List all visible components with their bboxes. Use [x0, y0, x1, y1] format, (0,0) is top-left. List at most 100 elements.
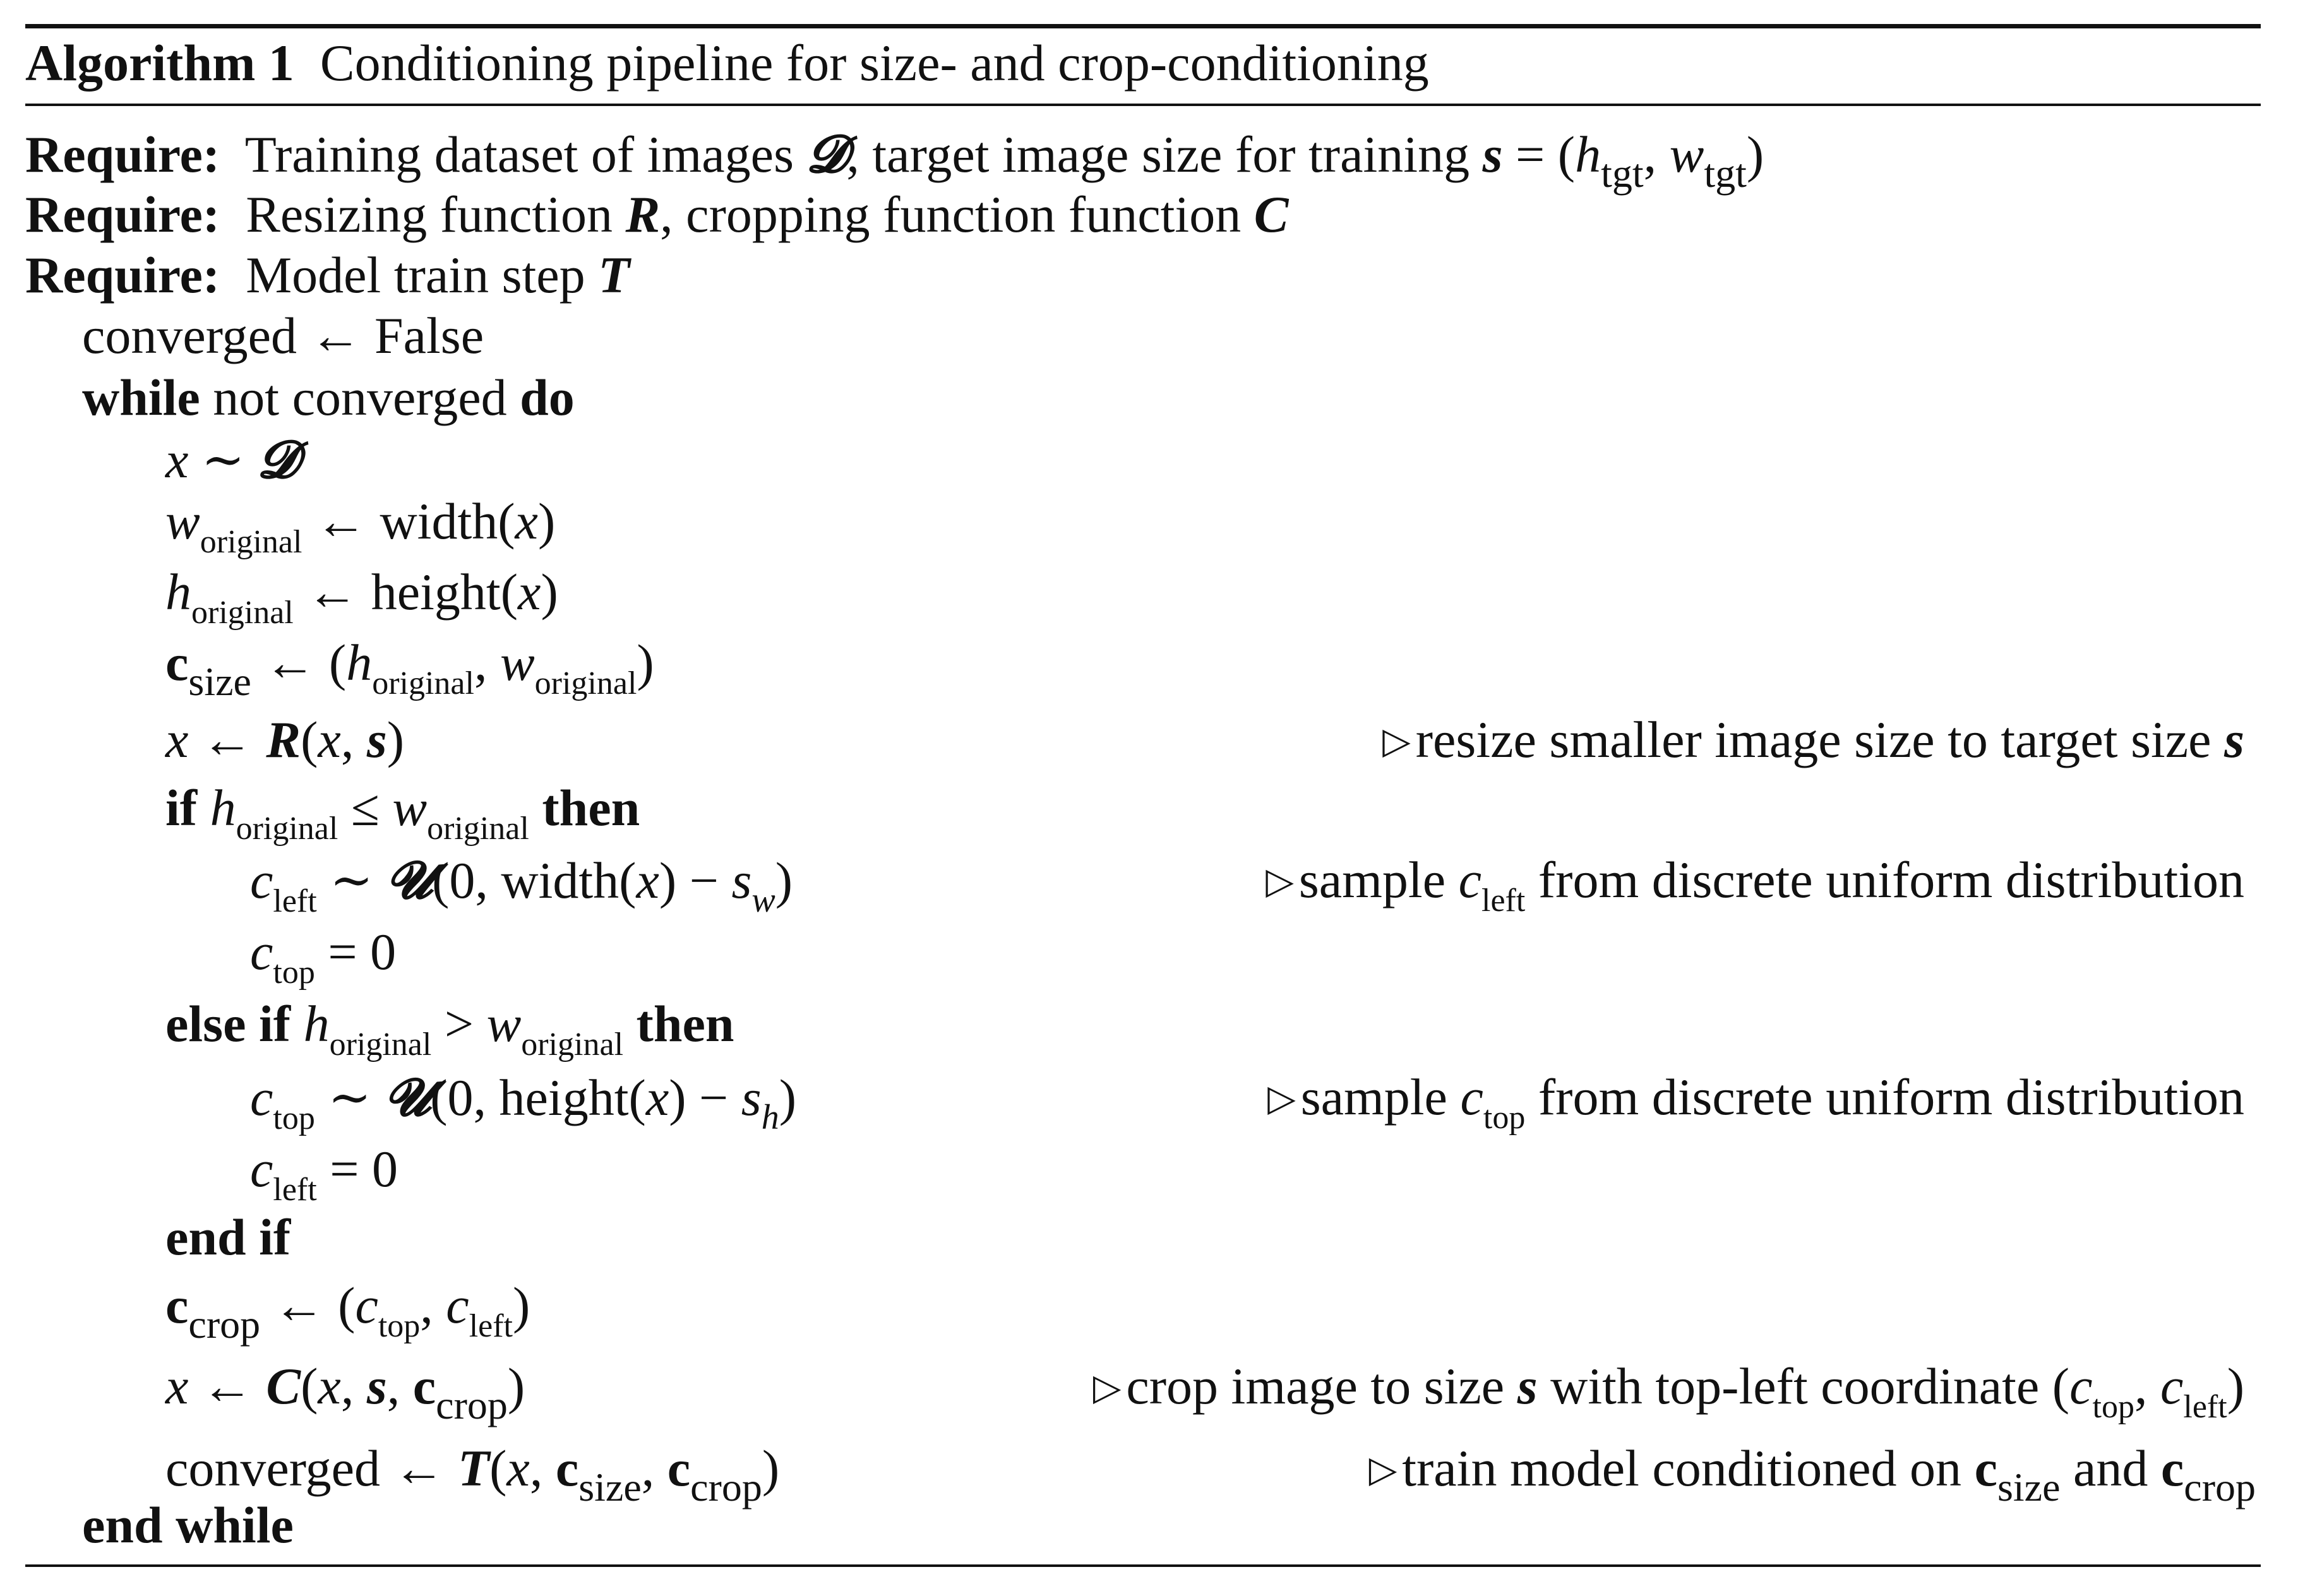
while-keyword: while	[82, 369, 200, 426]
algo-line-end-if: end if	[165, 1207, 290, 1270]
math-subscript: tgt	[1601, 151, 1644, 196]
math-subscript: left	[2183, 1389, 2227, 1425]
comment-triangle-icon: ▷	[1092, 1367, 1122, 1408]
resize-function-symbol: R	[266, 711, 301, 768]
math-var: x	[318, 711, 341, 768]
math-var: c	[555, 1439, 579, 1497]
math-operator: = (	[1502, 126, 1576, 183]
require-keyword: Require:	[25, 246, 220, 304]
train-step-symbol: T	[458, 1439, 490, 1497]
math-operator: ) −	[669, 1069, 741, 1126]
math-var: c	[1974, 1439, 1997, 1497]
if-keyword: if	[165, 779, 198, 837]
algorithm-top-rule	[25, 24, 2261, 28]
math-var: c	[165, 634, 189, 691]
require-line-1: Require: Training dataset of images 𝓓, t…	[25, 124, 1764, 196]
require-text: , target image size for training	[846, 126, 1483, 183]
math-var: c	[412, 1357, 436, 1415]
math-operator: ∼	[316, 852, 386, 909]
require-text: Training dataset of images	[244, 126, 807, 183]
math-var: s	[731, 852, 752, 909]
math-var: x	[165, 431, 189, 489]
statement-text: converged ←	[165, 1439, 458, 1497]
math-subscript: top	[273, 1100, 315, 1136]
math-operator: ∼	[314, 1069, 385, 1126]
algorithm-title: Conditioning pipeline for size- and crop…	[320, 34, 1429, 92]
math-var: h	[165, 563, 191, 621]
math-subscript: h	[761, 1098, 779, 1137]
comment-text: with top-left coordinate (	[1537, 1357, 2070, 1415]
math-subscript: left	[273, 883, 317, 919]
math-var: x	[318, 1357, 341, 1415]
math-var: s	[741, 1069, 762, 1126]
math-subscript: top	[378, 1308, 421, 1344]
math-operator: = 0	[316, 1140, 398, 1198]
math-subscript: original	[534, 665, 637, 701]
math-subscript: size	[188, 659, 251, 704]
math-operator: ∼	[188, 431, 258, 489]
algo-line-if: if horiginal ≤ woriginal then	[165, 778, 640, 847]
comment-triangle-icon: ▷	[1368, 1449, 1397, 1490]
math-operator: )	[513, 1277, 530, 1334]
math-operator: )	[779, 1069, 797, 1126]
math-subscript: original	[372, 665, 474, 701]
algo-line-resize: x ← R(x, s)	[165, 710, 2249, 773]
math-operator: )	[386, 711, 405, 768]
train-step-symbol: T	[598, 246, 630, 304]
math-var: w	[500, 634, 535, 691]
math-operator: )	[637, 634, 654, 691]
uniform-symbol: 𝓤	[384, 1067, 431, 1128]
comment-text: sample	[1300, 1068, 1461, 1126]
math-var: h	[1575, 126, 1601, 183]
size-symbol: s	[366, 711, 387, 768]
comment-triangle-icon: ▷	[1267, 1078, 1296, 1119]
math-operator: )	[762, 1439, 780, 1497]
algo-line-ccrop: ccrop ← (ctop, cleft)	[165, 1275, 530, 1347]
uniform-symbol: 𝓤	[386, 850, 433, 910]
dataset-symbol: 𝓓	[806, 124, 847, 184]
math-var: x	[165, 711, 189, 768]
math-var: x	[515, 492, 538, 550]
statement-text: converged ← False	[82, 307, 484, 364]
math-subscript: size	[1997, 1465, 2061, 1510]
size-symbol: s	[2224, 711, 2244, 768]
algo-line-train: converged ← T(x, csize, ccrop)	[165, 1438, 780, 1510]
algo-line-crop: x ← C(x, s, ccrop)	[165, 1356, 525, 1427]
math-operator: )	[2227, 1357, 2244, 1415]
require-text: , cropping function function	[660, 186, 1254, 243]
math-operator: (	[301, 1357, 318, 1415]
comment-text: from discrete uniform distribution	[1525, 851, 2244, 908]
math-operator: ← (	[251, 634, 347, 691]
algo-line-ctop-sample: ctop ∼ 𝓤(0, height(x) − sh)	[250, 1067, 797, 1137]
require-keyword: Require:	[25, 186, 220, 243]
math-var: h	[303, 995, 330, 1052]
comment-text: train model conditioned on	[1402, 1439, 1975, 1497]
math-subscript: size	[578, 1465, 642, 1510]
math-var: c	[667, 1439, 691, 1497]
math-subscript: original	[521, 1027, 624, 1063]
statement-text: not converged	[200, 369, 520, 426]
math-subscript: crop	[2184, 1465, 2256, 1510]
math-subscript: crop	[690, 1465, 762, 1510]
math-subscript: original	[191, 595, 294, 631]
end-while-keyword: end while	[82, 1496, 294, 1554]
math-operator: )	[541, 563, 558, 621]
dataset-symbol: 𝓓	[258, 429, 298, 490]
math-var: w	[392, 779, 428, 837]
math-var: c	[446, 1277, 469, 1334]
math-var: c	[250, 852, 273, 909]
math-operator: )	[537, 492, 556, 550]
math-var: x	[636, 852, 659, 909]
math-operator: ← height(	[293, 563, 518, 621]
crop-function-symbol: C	[1254, 186, 1289, 243]
math-var: x	[165, 1357, 189, 1415]
math-operator: (	[489, 1439, 507, 1497]
math-var: w	[165, 492, 200, 550]
algo-line-end-while: end while	[82, 1495, 294, 1558]
comment-sample-cleft: ▷sample cleft from discrete uniform dist…	[1266, 850, 2244, 919]
math-subscript: top	[1483, 1100, 1526, 1136]
math-subscript: crop	[436, 1383, 508, 1427]
resize-function-symbol: R	[625, 186, 661, 243]
math-subscript: left	[273, 1172, 317, 1208]
comment-train: ▷train model conditioned on csize and cc…	[1368, 1438, 2256, 1510]
